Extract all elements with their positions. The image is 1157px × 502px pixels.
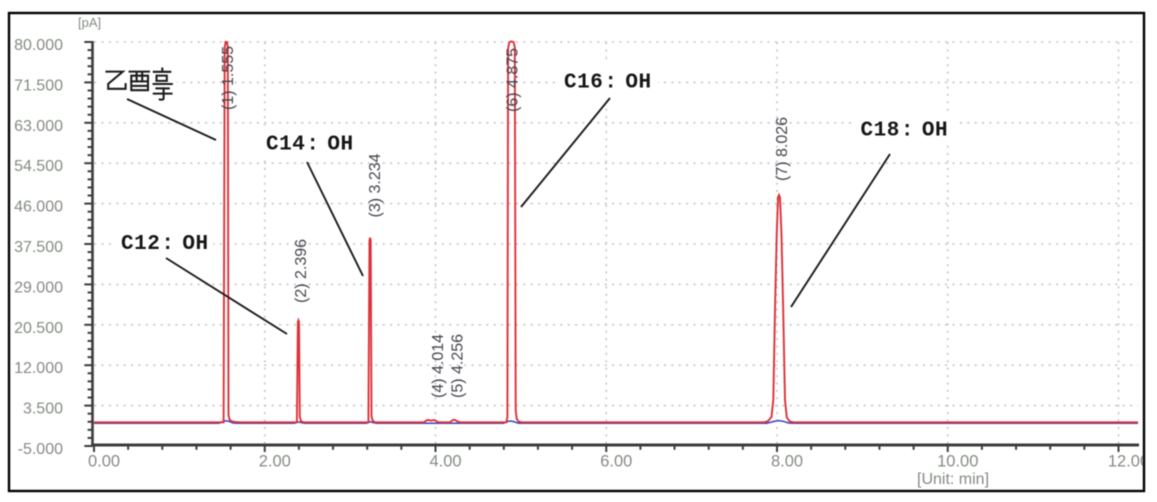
svg-text:20.500: 20.500 (14, 320, 63, 337)
svg-text:[Unit: min]: [Unit: min] (917, 471, 989, 488)
svg-text:12.00: 12.00 (1108, 452, 1149, 470)
svg-text:(6) 4.875: (6) 4.875 (504, 48, 521, 112)
svg-text:(7) 8.026: (7) 8.026 (774, 117, 791, 181)
svg-text:2.00: 2.00 (259, 452, 291, 470)
svg-text:46.000: 46.000 (14, 199, 63, 216)
svg-text:0.00: 0.00 (88, 452, 120, 470)
svg-text:(5) 4.256: (5) 4.256 (450, 334, 467, 398)
svg-text:71.500: 71.500 (14, 77, 63, 94)
svg-text:8.00: 8.00 (771, 452, 803, 470)
svg-text:(4) 4.014: (4) 4.014 (430, 334, 447, 398)
svg-text:C16:OH: C16: OH (564, 72, 652, 95)
svg-text:10.00: 10.00 (937, 452, 978, 470)
svg-text:63.000: 63.000 (14, 118, 63, 135)
svg-text:-5.000: -5.000 (18, 441, 63, 458)
svg-text:12.000: 12.000 (14, 360, 63, 377)
svg-text:4.00: 4.00 (429, 452, 461, 470)
svg-text:6.00: 6.00 (600, 452, 632, 470)
svg-text:29.000: 29.000 (14, 279, 63, 296)
svg-text:C12:OH: C12: OH (121, 233, 209, 256)
svg-text:3.500: 3.500 (23, 401, 63, 418)
svg-text:(3) 3.234: (3) 3.234 (367, 153, 384, 217)
svg-text:C14:OH: C14: OH (266, 134, 354, 157)
svg-text:54.500: 54.500 (14, 158, 63, 175)
svg-text:(2) 2.396: (2) 2.396 (293, 239, 310, 303)
svg-text:[pA]: [pA] (78, 15, 101, 30)
svg-text:37.500: 37.500 (14, 239, 63, 256)
svg-text:80.000: 80.000 (14, 37, 63, 54)
svg-text:(1) 1.555: (1) 1.555 (220, 46, 237, 110)
svg-text:C18:OH: C18: OH (861, 120, 949, 143)
